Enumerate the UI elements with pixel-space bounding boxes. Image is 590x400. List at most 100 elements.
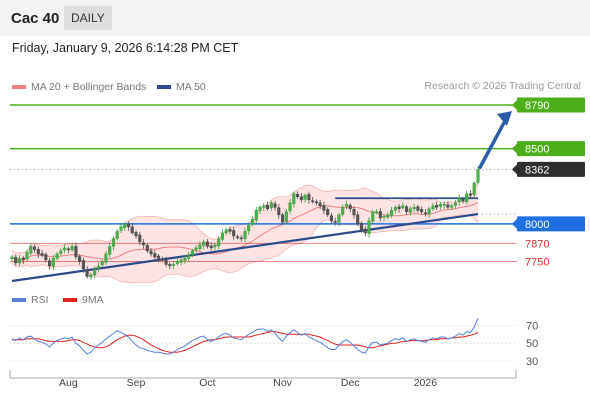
- candle-body: [382, 216, 386, 218]
- candle-body: [284, 211, 288, 223]
- candle-body: [32, 246, 37, 250]
- candle-body: [239, 237, 243, 240]
- candle-body: [461, 198, 465, 202]
- rsi-tick-label: 50: [526, 338, 538, 350]
- legend-label-9ma: 9MA: [82, 294, 104, 306]
- ticker-title: Cac 40: [11, 10, 60, 27]
- candle-body: [311, 200, 315, 202]
- candle-body: [160, 259, 164, 261]
- candle-body: [442, 204, 446, 206]
- candle-body: [296, 193, 300, 198]
- chart-credit: Research © 2026 Trading Central: [424, 80, 581, 92]
- candle-body: [96, 265, 100, 269]
- candle-body: [277, 207, 281, 216]
- candle-body: [389, 210, 394, 216]
- candle-body: [243, 231, 247, 240]
- candle-body: [108, 246, 112, 255]
- candle-body: [228, 229, 232, 232]
- candle-body: [367, 220, 371, 234]
- x-tick-label-nov: Nov: [273, 377, 292, 389]
- candle-body: [405, 206, 409, 213]
- legend-rsi: RSI: [12, 294, 49, 306]
- price-tag-label-8000: 8000: [525, 219, 549, 231]
- candle-body: [44, 254, 48, 261]
- candle-body: [438, 204, 442, 207]
- candle-body: [21, 257, 25, 261]
- candle-body: [374, 211, 379, 214]
- price-tag-8500: [517, 141, 585, 157]
- candle-body: [465, 193, 469, 203]
- candle-body: [89, 274, 93, 278]
- candle-body: [81, 260, 85, 270]
- candle-body: [352, 209, 356, 216]
- candle-body: [232, 230, 236, 237]
- target-arrow-shaft: [478, 117, 508, 170]
- candle-body: [175, 261, 179, 264]
- candle-body: [217, 238, 221, 247]
- candle-body: [431, 205, 435, 210]
- candle-body: [472, 182, 476, 196]
- candle-body: [63, 247, 67, 251]
- candle-body: [85, 269, 89, 277]
- candle-body: [386, 214, 390, 218]
- candle-body: [25, 252, 29, 260]
- candle-body: [262, 205, 266, 208]
- period-badge[interactable]: DAILY: [64, 6, 112, 30]
- candle-body: [153, 253, 157, 258]
- candle-body: [281, 214, 285, 223]
- candle-body: [359, 223, 364, 231]
- candle-body: [104, 253, 108, 263]
- candle-body: [164, 260, 168, 265]
- candle-body: [66, 248, 70, 251]
- legend-swatch-9ma: [63, 298, 77, 303]
- candle-body: [363, 228, 367, 234]
- x-tick-label-aug: Aug: [59, 377, 78, 389]
- legend-label-ma20: MA 20 + Bollinger Bands: [31, 81, 147, 93]
- price-label-7750: 7750: [525, 256, 549, 268]
- candle-body: [213, 244, 217, 248]
- legend-ma50: MA 50: [157, 81, 206, 93]
- candle-body: [333, 221, 337, 223]
- candle-body: [183, 258, 187, 261]
- candle-body: [378, 211, 382, 219]
- candle-body: [93, 268, 97, 276]
- candle-body: [247, 225, 251, 232]
- ma20-line: [11, 202, 479, 261]
- candle-body: [288, 202, 292, 212]
- candle-body: [423, 212, 427, 214]
- legend-swatch-rsi: [12, 298, 26, 303]
- rsi-line: [11, 318, 479, 355]
- candle-body: [326, 209, 330, 216]
- candle-body: [412, 207, 416, 210]
- price-tag-pointer: [512, 100, 517, 111]
- legend-swatch-ma50: [157, 85, 171, 90]
- candle-body: [292, 193, 296, 204]
- legend-label-ma50: MA 50: [176, 81, 206, 93]
- candle-body: [254, 210, 258, 221]
- legend-ma20-bb: MA 20 + Bollinger Bands: [12, 81, 146, 93]
- candle-body: [258, 207, 262, 212]
- price-tag-8790: [517, 97, 585, 113]
- x-tick-label-oct: Oct: [199, 377, 215, 389]
- chart-header: Cac 40 DAILY: [0, 0, 590, 36]
- candle-body: [202, 241, 206, 246]
- candle-body: [134, 232, 138, 237]
- candle-body: [198, 244, 202, 250]
- candle-body: [179, 259, 183, 263]
- legend-label-rsi: RSI: [31, 294, 49, 306]
- candle-body: [220, 232, 224, 240]
- candle-body: [100, 261, 104, 266]
- candle-body: [468, 193, 473, 196]
- candle-body: [10, 256, 14, 259]
- candle-body: [209, 245, 213, 249]
- price-tag-label-8362: 8362: [525, 164, 549, 176]
- candle-body: [224, 229, 228, 234]
- candle-body: [303, 195, 307, 200]
- target-arrow-head: [497, 111, 512, 127]
- candle-body: [126, 224, 131, 228]
- candle-body: [141, 242, 146, 246]
- candle-body: [356, 214, 360, 225]
- candle-body: [457, 198, 461, 203]
- candle-body: [476, 169, 480, 183]
- candle-body: [453, 202, 457, 206]
